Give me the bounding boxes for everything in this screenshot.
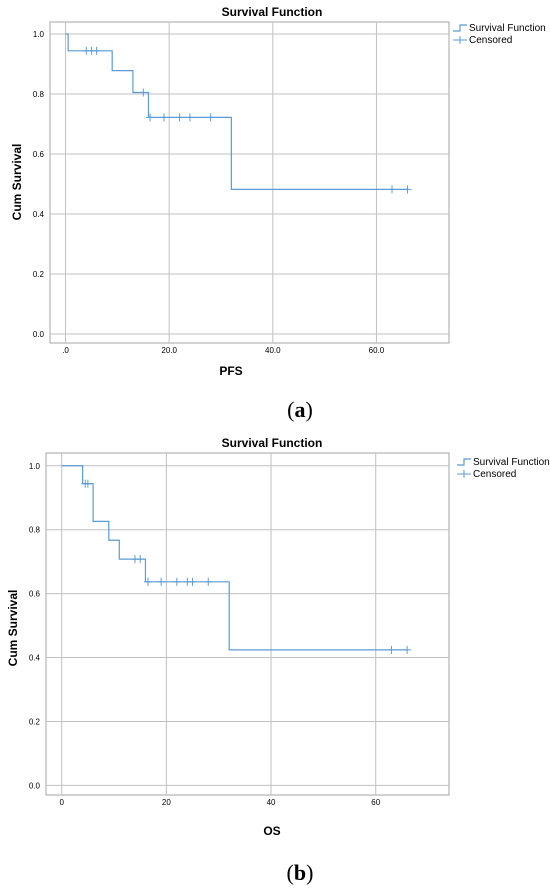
y-tick-label: 0.8 <box>29 526 41 535</box>
legend-swatch-survival <box>453 24 467 32</box>
censored-marker <box>206 113 215 122</box>
y-tick-label: 0.0 <box>33 330 45 339</box>
survival-step-line <box>65 33 408 190</box>
plot-frame <box>49 21 450 344</box>
x-tick-label: 20 <box>162 798 171 807</box>
x-axis-label: PFS <box>219 364 242 378</box>
y-axis-label: Cum Survival <box>10 144 24 221</box>
y-tick-label: 0.6 <box>29 590 41 599</box>
legend-swatch-survival <box>457 458 471 466</box>
km-chart-a: 0.0 0.2 0.4 0.6 0.8 1.0 .0 20.0 40.0 60.0 Survival… <box>0 0 550 445</box>
x-tick-label: 0 <box>59 798 64 807</box>
censored-marker <box>83 479 92 488</box>
censored-marker <box>139 88 148 97</box>
y-tick-label: 0.6 <box>33 150 45 159</box>
y-tick-label: 0.4 <box>29 654 41 663</box>
x-tick-label: .0 <box>62 346 69 355</box>
censored-marker <box>188 577 197 586</box>
panel-caption: (a) <box>287 397 313 422</box>
y-tick-label: 0.4 <box>33 210 45 219</box>
chart-title: Survival Function <box>222 5 323 19</box>
censored-marker <box>403 645 412 654</box>
censored-marker <box>185 113 194 122</box>
censored-marker <box>387 645 396 654</box>
x-tick-label: 40 <box>267 798 276 807</box>
legend-label-survival: Survival Function <box>469 23 546 34</box>
x-tick-label: 60.0 <box>369 346 385 355</box>
censored-marker <box>144 577 153 586</box>
x-tick-label: 20.0 <box>161 346 177 355</box>
legend-label-censored: Censored <box>469 35 512 46</box>
panel-caption-letter: b <box>294 860 306 885</box>
y-tick-label: 1.0 <box>33 30 45 39</box>
censored-marker <box>175 113 184 122</box>
censored-marker <box>388 185 396 194</box>
km-chart-b-svg: 0.0 0.2 0.4 0.6 0.8 1.0 0 20 40 60 Survival Functi… <box>6 436 550 885</box>
censored-marker <box>403 185 412 194</box>
x-axis-label: OS <box>263 824 280 838</box>
survival-step-line <box>61 465 408 651</box>
x-tick-label: 60 <box>371 798 380 807</box>
censored-marker <box>92 46 101 55</box>
x-tick-label: 40.0 <box>265 346 281 355</box>
y-tick-label: 1.0 <box>29 462 41 471</box>
censored-marker <box>160 113 168 122</box>
y-tick-label: 0.8 <box>33 90 45 99</box>
y-axis-label: Cum Survival <box>6 590 20 667</box>
legend-label-censored: Censored <box>473 469 516 480</box>
legend-label-survival: Survival Function <box>473 457 550 468</box>
censored-marker <box>172 577 181 586</box>
km-chart-b: 0.0 0.2 0.4 0.6 0.8 1.0 0 20 40 60 Survival Functi… <box>0 428 550 891</box>
y-tick-label: 0.2 <box>29 717 41 726</box>
y-tick-label: 0.2 <box>33 270 45 279</box>
chart-title: Survival Function <box>222 436 323 450</box>
panel-caption: (b) <box>287 860 314 885</box>
panel-caption-letter: a <box>295 397 306 422</box>
km-chart-a-svg: 0.0 0.2 0.4 0.6 0.8 1.0 .0 20.0 40.0 60.0 Survival… <box>10 5 546 422</box>
plot-frame <box>45 452 450 796</box>
censored-marker <box>136 555 145 564</box>
y-tick-label: 0.0 <box>29 781 41 790</box>
censored-marker <box>157 577 166 586</box>
censored-marker <box>146 113 155 122</box>
censored-marker <box>204 577 213 586</box>
